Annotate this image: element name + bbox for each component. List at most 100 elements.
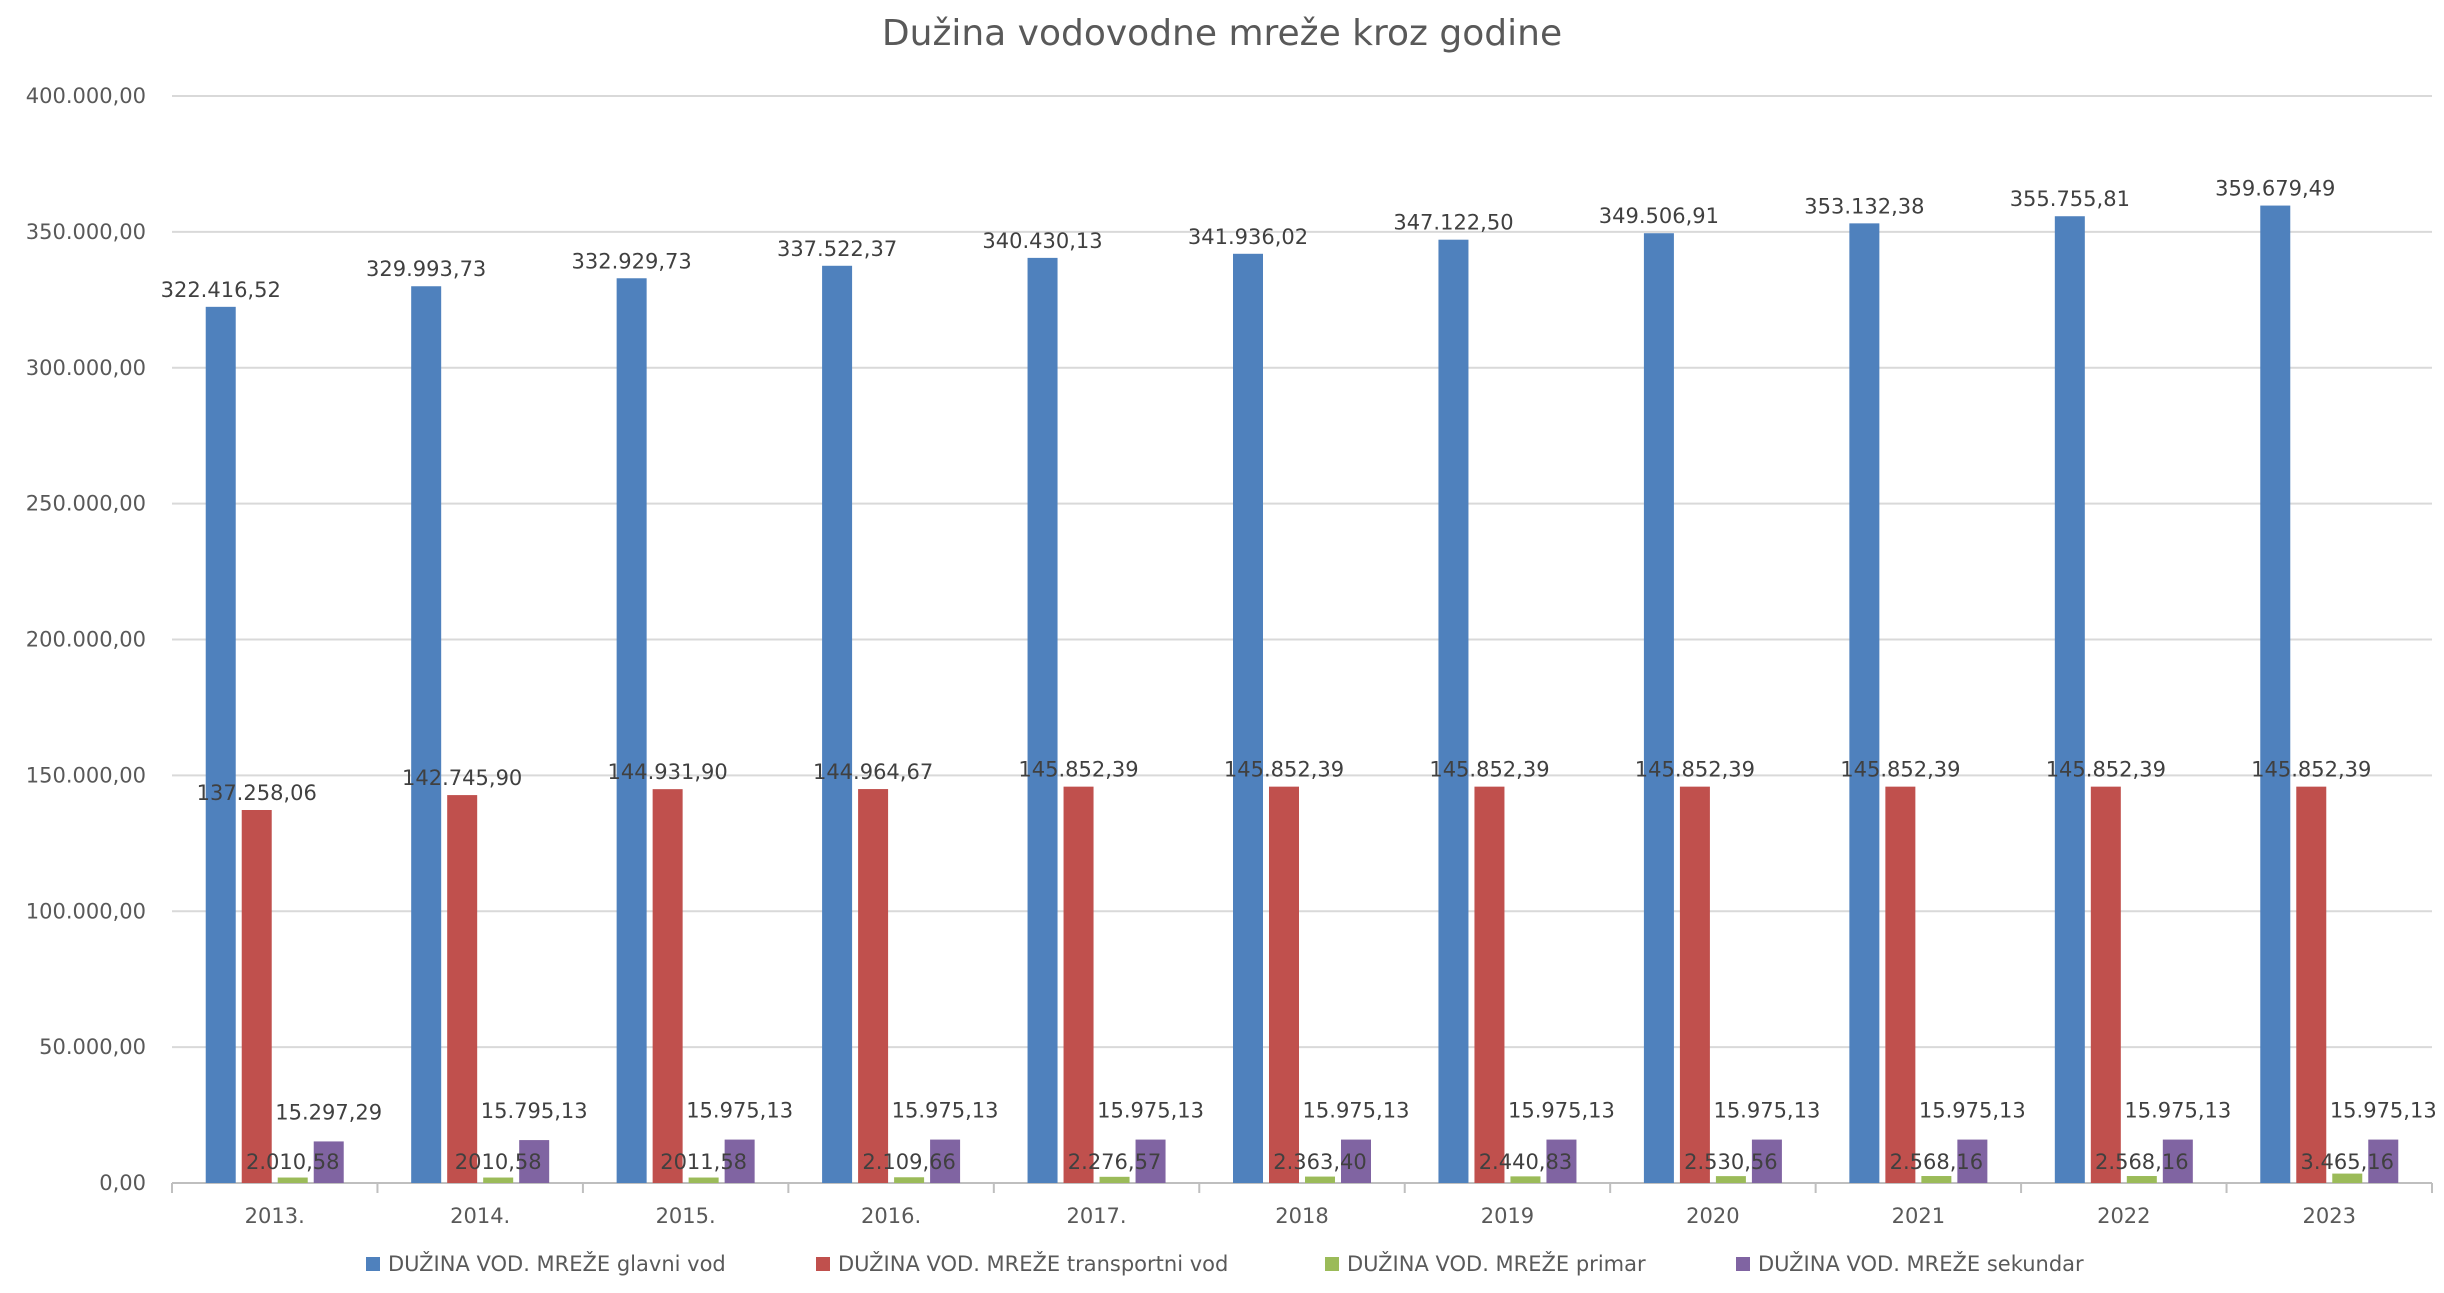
data-label: 144.931,90: [608, 760, 728, 784]
x-tick-label: 2023: [2303, 1204, 2356, 1228]
data-label: 145.852,39: [1018, 758, 1138, 782]
y-tick-label: 350.000,00: [26, 220, 146, 244]
bar-2: [1063, 786, 1094, 1183]
data-label: 2.568,16: [2095, 1150, 2189, 1174]
y-axis-ticks: 0,00 50.000,00 100.000,00 150.000,00 200.000…: [26, 84, 146, 1195]
data-label: 2.568,16: [1890, 1150, 1984, 1174]
y-tick-label: 300.000,00: [26, 356, 146, 380]
y-tick-label: 400.000,00: [26, 84, 146, 108]
bar-2: [241, 810, 272, 1183]
data-label: 15.297,29: [275, 1100, 382, 1124]
data-label: 3.465,16: [2301, 1150, 2395, 1174]
data-label: 2.530,56: [1684, 1150, 1778, 1174]
legend-label: DUŽINA VOD. MREŽE transportni vod: [838, 1251, 1228, 1276]
data-label: 145.852,39: [1840, 758, 1960, 782]
x-tick-label: 2018: [1275, 1204, 1328, 1228]
legend-label: DUŽINA VOD. MREŽE primar: [1347, 1251, 1646, 1276]
bar-1: [822, 265, 853, 1183]
bar-3: [1305, 1176, 1335, 1183]
data-label: 2010,58: [455, 1150, 542, 1174]
y-tick-label: 100.000,00: [26, 899, 146, 923]
data-label: 329.993,73: [366, 257, 486, 281]
bar-4: [1957, 1139, 1988, 1183]
y-tick-label: 200.000,00: [26, 628, 146, 652]
legend-swatch: [816, 1257, 830, 1271]
bar-4: [930, 1139, 961, 1183]
legend: DUŽINA VOD. MREŽE glavni vod DUŽINA VOD. …: [366, 1251, 2084, 1276]
x-axis-ticks: 2013. 2014. 2015. 2016. 2017. 2018 2019 2020 202…: [171, 1183, 2433, 1228]
data-label: 2.440,83: [1479, 1150, 1573, 1174]
x-tick-label: 2019: [1481, 1204, 1534, 1228]
data-label: 2.363,40: [1273, 1150, 1367, 1174]
x-tick-label: 2021: [1892, 1204, 1945, 1228]
bar-4: [2162, 1139, 2193, 1183]
bar-3: [2126, 1176, 2157, 1183]
data-label: 142.745,90: [402, 766, 522, 790]
x-tick-label: 2020: [1686, 1204, 1739, 1228]
data-label: 347.122,50: [1393, 211, 1513, 235]
bar-2: [2090, 786, 2121, 1183]
data-label: 145.852,39: [1224, 758, 1344, 782]
bar-4: [313, 1141, 344, 1183]
x-tick-label: 2014.: [450, 1204, 510, 1228]
legend-swatch: [366, 1257, 380, 1271]
bar-1: [205, 306, 236, 1183]
bar-3: [1510, 1176, 1541, 1183]
data-label: 15.975,13: [686, 1099, 793, 1123]
bar-2: [652, 789, 683, 1183]
data-label: 15.975,13: [892, 1099, 999, 1123]
x-tick-label: 2016.: [861, 1204, 921, 1228]
bar-1: [411, 286, 442, 1183]
data-label: 137.258,06: [197, 781, 317, 805]
bar-1: [2260, 205, 2291, 1183]
data-label: 337.522,37: [777, 237, 897, 261]
bar-4: [1751, 1139, 1782, 1183]
bar-1: [1233, 253, 1263, 1183]
bar-1: [1438, 239, 1469, 1184]
data-labels: 322.416,52 137.258,06 2.010,58 15.297,29 329…: [161, 177, 2437, 1174]
bar-3: [1921, 1176, 1952, 1183]
data-label: 145.852,39: [1635, 758, 1755, 782]
bar-3: [277, 1177, 308, 1183]
data-label: 340.430,13: [982, 229, 1102, 253]
bar-1: [1027, 257, 1058, 1184]
data-label: 15.975,13: [1713, 1099, 1820, 1123]
bar-2: [1885, 786, 1916, 1183]
bar-2: [447, 795, 478, 1183]
bar-3: [1715, 1176, 1746, 1183]
y-tick-label: 250.000,00: [26, 492, 146, 516]
bar-1: [2054, 216, 2085, 1183]
bar-3: [2332, 1173, 2363, 1183]
data-label: 353.132,38: [1804, 194, 1924, 218]
bar-4: [1135, 1139, 1166, 1183]
x-tick-label: 2017.: [1066, 1204, 1126, 1228]
x-tick-label: 2013.: [245, 1204, 305, 1228]
bar-4: [1546, 1139, 1577, 1183]
bar-1: [616, 278, 647, 1184]
y-tick-label: 50.000,00: [39, 1035, 146, 1059]
data-label: 359.679,49: [2215, 177, 2335, 201]
bar-1: [1643, 233, 1674, 1183]
data-label: 2.276,57: [1068, 1150, 1162, 1174]
data-label: 15.975,13: [1919, 1099, 2026, 1123]
data-label: 2.109,66: [862, 1150, 956, 1174]
data-label: 145.852,39: [2046, 758, 2166, 782]
bar-2: [1474, 786, 1505, 1183]
x-tick-label: 2015.: [656, 1204, 716, 1228]
bar-2: [1679, 786, 1710, 1183]
data-label: 15.975,13: [1097, 1099, 1204, 1123]
data-label: 145.852,39: [2251, 758, 2371, 782]
bar-1: [1849, 223, 1880, 1183]
legend-label: DUŽINA VOD. MREŽE glavni vod: [388, 1251, 726, 1276]
data-label: 2.010,58: [246, 1150, 340, 1174]
data-label: 355.755,81: [2010, 187, 2130, 211]
bar-4: [519, 1140, 550, 1183]
data-label: 2011,58: [660, 1150, 747, 1174]
data-label: 15.975,13: [1508, 1099, 1615, 1123]
data-label: 15.975,13: [1303, 1099, 1410, 1123]
x-tick-label: 2022: [2097, 1204, 2150, 1228]
legend-label: DUŽINA VOD. MREŽE sekundar: [1758, 1251, 2084, 1276]
chart-title: Dužina vodovodne mreže kroz godine: [882, 13, 1562, 54]
bar-4: [2368, 1139, 2399, 1183]
